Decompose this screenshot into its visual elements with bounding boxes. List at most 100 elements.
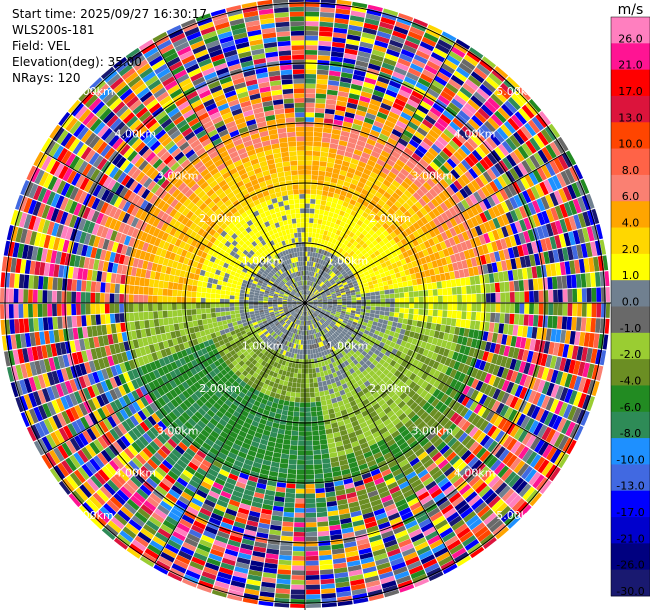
range-gate — [298, 426, 305, 432]
range-gate — [309, 286, 313, 291]
range-gate — [313, 445, 321, 451]
range-gate — [383, 315, 389, 321]
range-gate — [278, 559, 292, 566]
range-gate — [307, 256, 310, 262]
range-gate — [600, 383, 610, 400]
range-gate — [493, 272, 500, 283]
range-gate — [379, 290, 385, 295]
range-gate — [313, 272, 317, 278]
range-gate — [416, 320, 423, 328]
range-gate — [310, 261, 314, 267]
range-gate — [280, 414, 288, 421]
range-gate — [414, 303, 419, 309]
range-gate — [325, 103, 336, 110]
range-gate — [305, 503, 316, 508]
range-gate — [331, 46, 345, 53]
range-gate — [329, 143, 339, 150]
range-gate — [305, 78, 316, 84]
range-gate — [384, 53, 399, 62]
range-gate — [278, 472, 288, 479]
range-gate — [305, 0, 320, 3]
range-gate — [333, 32, 347, 39]
range-gate — [300, 397, 305, 403]
range-gate — [375, 306, 381, 311]
range-gate — [380, 303, 386, 307]
range-gate — [291, 430, 299, 436]
range-gate — [326, 433, 334, 439]
range-gate — [319, 564, 333, 570]
range-gate — [294, 508, 305, 513]
range-gate — [314, 468, 323, 475]
range-gate — [500, 57, 516, 72]
range-gate — [494, 282, 501, 293]
range-gate — [442, 295, 448, 303]
range-gate — [305, 74, 317, 79]
range-gate — [447, 287, 453, 295]
range-gate — [565, 131, 578, 147]
range-gate — [486, 303, 491, 312]
range-gate — [276, 583, 291, 590]
range-gate — [328, 187, 336, 193]
range-gate — [320, 224, 326, 230]
range-gate — [391, 278, 398, 284]
range-gate — [578, 446, 591, 463]
range-gate — [381, 62, 395, 71]
range-gate — [457, 303, 462, 311]
velocity-gates — [0, 0, 610, 608]
range-gate — [418, 296, 424, 303]
range-gate — [470, 311, 477, 321]
range-gate — [359, 41, 374, 49]
range-gate — [446, 22, 462, 34]
range-gate — [335, 8, 351, 15]
range-gate — [553, 303, 558, 316]
range-gate — [306, 565, 319, 571]
range-gate — [305, 407, 311, 412]
range-gate — [313, 277, 316, 283]
range-gate — [335, 203, 342, 210]
range-gate — [327, 216, 333, 222]
range-gate — [317, 219, 323, 225]
range-gate — [572, 303, 578, 317]
range-gate — [305, 445, 313, 451]
range-gate — [320, 371, 325, 377]
range-gate — [432, 579, 449, 591]
range-gate — [162, 580, 179, 592]
range-gate — [313, 136, 322, 142]
range-gate — [322, 463, 332, 469]
range-gate — [310, 281, 313, 287]
range-gate — [320, 400, 327, 406]
range-gate — [305, 184, 311, 190]
range-gate — [312, 262, 316, 267]
range-gate — [290, 603, 305, 608]
range-gate — [305, 203, 310, 209]
range-gate — [590, 318, 596, 333]
range-gate — [356, 294, 361, 298]
range-gate — [447, 303, 453, 311]
range-gate — [518, 314, 525, 326]
range-gate — [305, 213, 310, 218]
range-gate — [380, 16, 396, 26]
range-gate — [570, 460, 583, 477]
range-gate — [316, 79, 328, 85]
range-gate — [386, 598, 403, 608]
range-gate — [543, 290, 549, 303]
range-gate — [495, 292, 501, 303]
range-gate — [281, 526, 294, 532]
range-gate — [318, 258, 322, 264]
range-gate — [322, 132, 332, 139]
range-gate — [306, 275, 308, 281]
range-gate — [516, 65, 531, 79]
range-gate — [437, 310, 443, 317]
range-gate — [538, 290, 544, 303]
range-gate — [305, 227, 309, 233]
range-gate — [440, 273, 446, 281]
range-gate — [595, 318, 601, 333]
range-gate — [286, 420, 293, 426]
range-gate — [334, 22, 349, 30]
range-gate — [388, 284, 394, 290]
range-gate — [340, 205, 347, 212]
range-gate — [313, 141, 322, 147]
range-gate — [369, 58, 383, 67]
range-gate — [305, 6, 320, 12]
range-gate — [364, 18, 380, 26]
